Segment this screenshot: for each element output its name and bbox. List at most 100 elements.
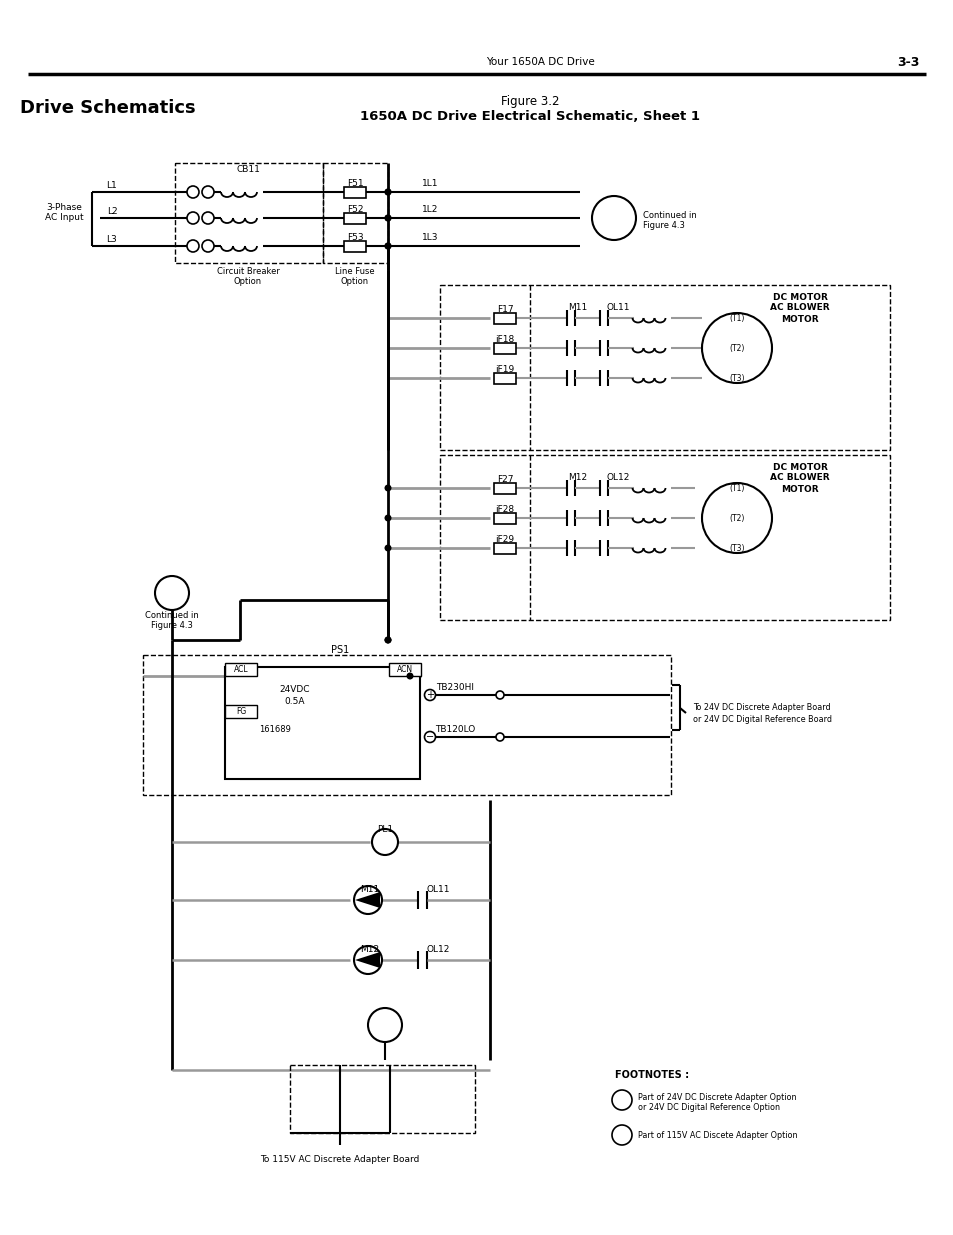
Bar (225, 705, 256, 718)
Circle shape (154, 576, 189, 610)
Text: (T3): (T3) (728, 543, 744, 552)
Text: M11: M11 (568, 304, 587, 312)
Text: To 24V DC Discrete Adapter Board: To 24V DC Discrete Adapter Board (692, 704, 830, 713)
Text: Figure 3.2: Figure 3.2 (500, 95, 558, 107)
Bar (344, 186, 366, 198)
Text: M12: M12 (360, 945, 379, 953)
Text: AC BLOWER: AC BLOWER (769, 473, 829, 483)
Polygon shape (355, 892, 379, 908)
Circle shape (384, 242, 391, 249)
Text: 1L2: 1L2 (421, 205, 437, 215)
Circle shape (592, 196, 636, 240)
Text: AC Input: AC Input (45, 214, 83, 222)
Bar (494, 483, 516, 494)
Bar (344, 241, 366, 252)
Text: Part of 115V AC Discete Adapter Option: Part of 115V AC Discete Adapter Option (638, 1130, 797, 1140)
Text: Line Fuse: Line Fuse (335, 268, 375, 277)
Text: 161689: 161689 (259, 725, 291, 735)
Text: Option: Option (233, 278, 262, 287)
Text: ACL: ACL (233, 666, 248, 674)
Text: Continued in: Continued in (145, 610, 198, 620)
Text: iF29: iF29 (495, 535, 514, 543)
Text: F52: F52 (346, 205, 363, 214)
Bar (225, 663, 256, 676)
Text: Part of 24V DC Discrete Adapter Option: Part of 24V DC Discrete Adapter Option (638, 1093, 796, 1102)
Text: PL1: PL1 (376, 825, 393, 835)
Bar (225, 667, 419, 779)
Circle shape (384, 636, 391, 643)
Text: 24VDC: 24VDC (279, 685, 310, 694)
Bar (174, 163, 323, 263)
Text: TB230HI: TB230HI (436, 683, 474, 693)
Circle shape (384, 484, 391, 492)
Text: iF19: iF19 (495, 364, 514, 373)
Text: Figure 4.3: Figure 4.3 (642, 221, 684, 230)
Text: Your 1650A DC Drive: Your 1650A DC Drive (485, 57, 594, 67)
Text: Circuit Breaker: Circuit Breaker (216, 268, 279, 277)
Text: DC MOTOR: DC MOTOR (772, 293, 826, 301)
Bar (494, 342, 516, 353)
Circle shape (384, 189, 391, 195)
Text: ACN: ACN (396, 666, 413, 674)
Circle shape (424, 731, 435, 742)
Bar (494, 542, 516, 553)
Text: −: − (425, 732, 434, 742)
Text: OL12: OL12 (606, 473, 629, 483)
Circle shape (202, 212, 213, 224)
Text: M12: M12 (568, 473, 587, 483)
Bar (494, 513, 516, 524)
Text: 0.5A: 0.5A (284, 698, 305, 706)
Text: Option: Option (340, 278, 369, 287)
Circle shape (496, 734, 503, 741)
Circle shape (384, 215, 391, 221)
Bar (344, 212, 366, 224)
Circle shape (612, 1091, 631, 1110)
Circle shape (354, 946, 381, 974)
Text: M11: M11 (360, 884, 379, 893)
Text: iF28: iF28 (495, 505, 514, 514)
Text: Drive Schematics: Drive Schematics (20, 99, 195, 117)
Circle shape (384, 515, 391, 521)
Text: F17: F17 (497, 305, 513, 314)
Text: PS1: PS1 (331, 645, 349, 655)
Circle shape (202, 186, 213, 198)
Circle shape (384, 242, 391, 249)
Bar (494, 312, 516, 324)
Text: AC BLOWER: AC BLOWER (769, 304, 829, 312)
Text: +: + (426, 690, 434, 700)
Text: FOOTNOTES :: FOOTNOTES : (615, 1070, 688, 1079)
Text: MOTOR: MOTOR (781, 315, 818, 324)
Text: OL11: OL11 (605, 304, 629, 312)
Text: 1650A DC Drive Electrical Schematic, Sheet 1: 1650A DC Drive Electrical Schematic, She… (359, 110, 700, 122)
Bar (143, 655, 670, 795)
Circle shape (384, 189, 391, 195)
Text: or 24V DC Digital Reference Board: or 24V DC Digital Reference Board (692, 715, 831, 725)
Circle shape (701, 483, 771, 553)
Text: 1L1: 1L1 (421, 179, 437, 189)
Text: 1L3: 1L3 (421, 233, 437, 242)
Text: F51: F51 (346, 179, 363, 188)
Bar (439, 454, 889, 620)
Text: L3: L3 (107, 235, 117, 243)
Circle shape (424, 689, 435, 700)
Text: OL12: OL12 (426, 945, 449, 953)
Text: (T1): (T1) (728, 314, 744, 322)
Circle shape (496, 692, 503, 699)
Text: iF18: iF18 (495, 335, 514, 343)
Circle shape (384, 545, 391, 552)
Circle shape (187, 212, 199, 224)
Circle shape (187, 186, 199, 198)
Text: 3-3: 3-3 (896, 56, 919, 68)
Text: L1: L1 (107, 180, 117, 189)
Polygon shape (355, 952, 379, 968)
Text: (T1): (T1) (728, 483, 744, 493)
Bar (290, 1065, 475, 1132)
Bar (439, 285, 889, 450)
Circle shape (354, 885, 381, 914)
Circle shape (406, 673, 413, 679)
Bar (494, 373, 516, 384)
Circle shape (368, 1008, 401, 1042)
Text: To 115V AC Discrete Adapter Board: To 115V AC Discrete Adapter Board (260, 1156, 419, 1165)
Text: (T2): (T2) (728, 514, 744, 522)
Bar (323, 163, 388, 263)
